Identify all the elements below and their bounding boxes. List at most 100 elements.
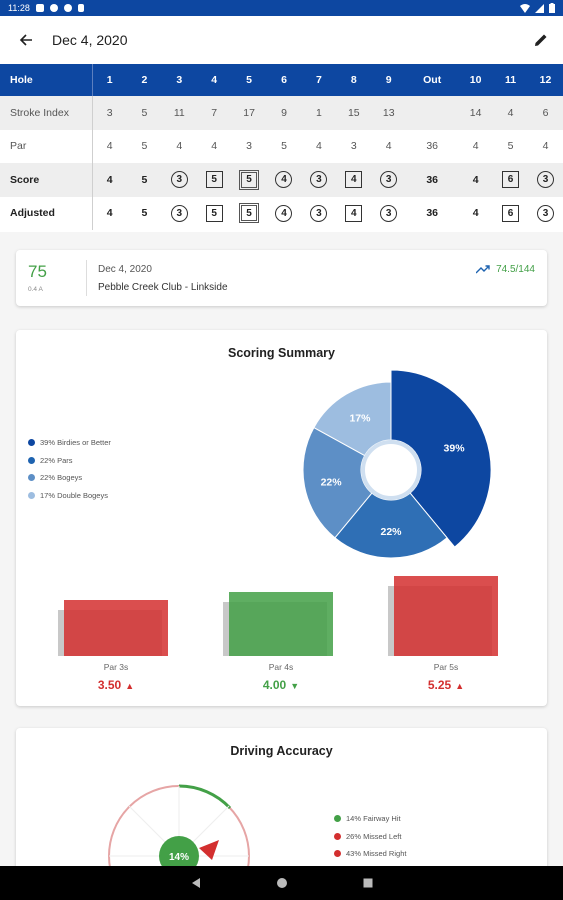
driving-accuracy-card: Driving Accuracy 14% 14% Fairway Hit 26% …: [16, 728, 547, 888]
par-average-number: 4.00: [262, 678, 287, 692]
legend-label: 43% Missed Right: [346, 849, 407, 859]
course-rating: 74.5/144: [476, 264, 535, 275]
scorecard-cell: 4: [527, 129, 563, 163]
scorecard-header-cell: 5: [231, 64, 267, 96]
legend-label: 39% Birdies or Better: [40, 438, 111, 448]
pie-center-hole: [361, 440, 421, 500]
scorecard-cell: 17: [231, 96, 267, 130]
app-bar: Dec 4, 2020: [0, 16, 563, 64]
course-rating-value: 74.5/144: [496, 264, 535, 275]
under-par-mark: 3: [310, 171, 328, 189]
legend-dot-icon: [28, 439, 35, 447]
legend-item: 17% Double Bogeys: [28, 487, 111, 505]
round-handicap: 0.4 A: [28, 286, 43, 293]
scorecard-header-cell: 2: [126, 64, 162, 96]
scorecard-cell: 11: [161, 96, 197, 130]
under-par-mark: 3: [536, 171, 554, 189]
scorecard-header-cell: 3: [161, 64, 197, 96]
scorecard-cell: 4: [92, 163, 127, 197]
fairway-hit-arc: [178, 784, 232, 810]
scorecard-cell: 5: [266, 129, 302, 163]
scorecard-cell: 36: [406, 129, 459, 163]
scorecard-cell: 3: [371, 196, 407, 230]
scorecard-cell: 4: [196, 129, 232, 163]
scorecard-cell: 5: [231, 196, 267, 230]
signal-icon: [535, 3, 544, 13]
legend-label: 26% Missed Left: [346, 831, 402, 841]
scorecard-header-label: Hole: [0, 64, 93, 96]
system-nav-bar: [0, 866, 563, 900]
under-par-mark: 3: [170, 171, 188, 189]
legend-label: 22% Bogeys: [40, 473, 83, 483]
par-average-bar: [229, 592, 333, 656]
legend-label: 14% Fairway Hit: [346, 814, 401, 824]
legend-dot-icon: [28, 491, 35, 499]
notification-icon: [35, 4, 44, 12]
scorecard-cell: 4: [266, 196, 302, 230]
par-average-number: 3.50: [97, 678, 122, 692]
under-par-mark: 3: [380, 171, 398, 189]
under-par-mark: 3: [380, 204, 398, 222]
scorecard-cell: 6: [527, 96, 563, 130]
wifi-icon: [520, 3, 530, 13]
scorecard-header-cell: 6: [266, 64, 302, 96]
scorecard-cell: 4: [458, 163, 494, 197]
legend-item: 22% Pars: [28, 452, 111, 470]
round-date: Dec 4, 2020: [98, 264, 152, 275]
scorecard-header-cell: 9: [371, 64, 407, 96]
page-title: Dec 4, 2020: [52, 32, 128, 48]
scorecard-cell: 5: [231, 163, 267, 197]
scorecard-cell: 3: [371, 163, 407, 197]
scorecard-cell: 5: [126, 96, 162, 130]
scorecard-header-cell: 7: [301, 64, 337, 96]
trend-arrow-icon: ▲: [455, 681, 465, 691]
scoring-pie-chart: 39% 22% 22% 17%: [302, 369, 492, 559]
scorecard-row: Stroke Index 3 5 11 7 17 9 1 15 13 14 4 6: [0, 96, 563, 130]
scorecard-cell: 4: [371, 129, 407, 163]
scorecard-cell: 3: [527, 163, 563, 197]
scorecard-cell: 4: [301, 129, 337, 163]
trend-arrow-icon: ▼: [290, 681, 300, 691]
edit-button[interactable]: [519, 16, 563, 64]
scorecard-cell: 4: [92, 129, 127, 163]
scorecard-header-cell: 4: [196, 64, 232, 96]
scoring-summary-title: Scoring Summary: [228, 346, 335, 360]
back-button[interactable]: [0, 16, 52, 64]
scorecard-cell: 3: [301, 196, 337, 230]
nav-recents-button[interactable]: [362, 877, 374, 889]
par-average-bar: [64, 600, 168, 656]
scorecard-cell: 3: [92, 96, 127, 130]
scorecard-cell: 6: [493, 163, 528, 197]
scorecard[interactable]: Hole 1 2 3 4 5 6 7 8 9 Out 10 11 12 Stroke Index 3 5 11 7…: [0, 64, 563, 232]
bogey-mark: 5: [205, 171, 223, 189]
scorecard-cell: 3: [301, 163, 337, 197]
course-name: Pebble Creek Club - Linkside: [98, 282, 228, 293]
missed-right-marker: [199, 840, 219, 860]
scorecard-row-label: Stroke Index: [0, 96, 93, 130]
scorecard-cell: 5: [126, 196, 162, 230]
scorecard-cell: 3: [161, 196, 197, 230]
scorecard-cell: 3: [161, 163, 197, 197]
under-par-mark: 3: [310, 204, 328, 222]
pie-slice-label: 17%: [349, 412, 371, 424]
driving-legend: 14% Fairway Hit 26% Missed Left 43% Missed…: [334, 810, 406, 863]
scorecard-cell: 5: [196, 196, 232, 230]
scorecard-cell: 4: [458, 129, 494, 163]
double-bogey-mark: 5: [239, 169, 260, 190]
scorecard-cell: 3: [527, 196, 563, 230]
scorecard-cell: 5: [126, 163, 162, 197]
par-average-label: Par 4s: [268, 662, 294, 672]
fairway-hit-percent: 14%: [169, 852, 189, 863]
nav-home-button[interactable]: [276, 877, 288, 889]
scorecard-cell: 5: [493, 129, 528, 163]
under-par-mark: 3: [170, 204, 188, 222]
legend-item: 14% Fairway Hit: [334, 810, 406, 828]
scorecard-row-label: Adjusted: [0, 196, 93, 230]
nav-back-button[interactable]: [190, 877, 202, 889]
status-time: 11:28: [8, 3, 30, 13]
scorecard-cell: 4: [161, 129, 197, 163]
trend-arrow-icon: ▲: [125, 681, 135, 691]
scorecard-cell: 14: [458, 96, 494, 130]
legend-item: 43% Missed Right: [334, 845, 406, 863]
round-info-card[interactable]: 75 0.4 A Dec 4, 2020 Pebble Creek Club -…: [16, 250, 547, 306]
